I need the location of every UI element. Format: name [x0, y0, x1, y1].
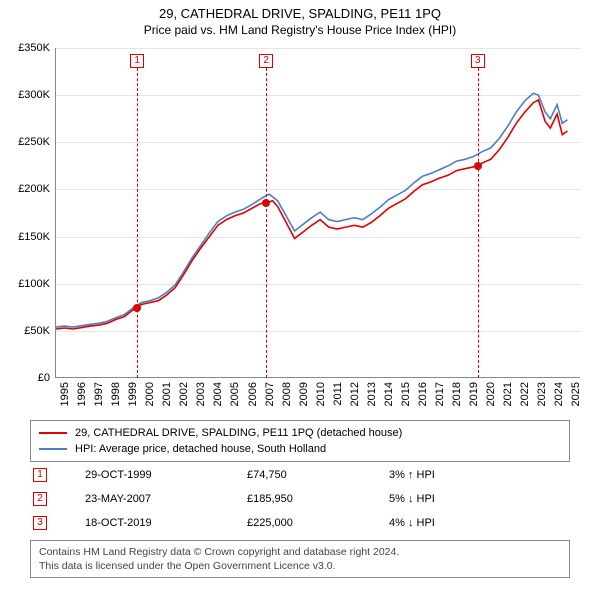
- x-tick-label: 2015: [400, 382, 412, 406]
- legend-row-hpi: HPI: Average price, detached house, Sout…: [39, 441, 561, 457]
- x-tick-label: 2005: [229, 382, 241, 406]
- y-tick-label: £200K: [0, 183, 50, 195]
- footer-line2: This data is licensed under the Open Gov…: [39, 559, 561, 573]
- event-line: [478, 68, 479, 378]
- y-tick-label: £250K: [0, 136, 50, 148]
- x-tick-label: 2014: [383, 382, 395, 406]
- event-delta: 4% ↓ HPI: [388, 512, 568, 534]
- x-tick-label: 2011: [332, 382, 344, 406]
- x-tick-label: 2017: [434, 382, 446, 406]
- x-tick-label: 2012: [349, 382, 361, 406]
- x-tick-label: 2022: [519, 382, 531, 406]
- x-tick-label: 2024: [553, 382, 565, 406]
- x-tick-label: 2006: [247, 382, 259, 406]
- x-tick-label: 2003: [195, 382, 207, 406]
- chart-subtitle: Price paid vs. HM Land Registry's House …: [0, 23, 600, 37]
- event-marker-cell: 3: [33, 516, 47, 530]
- x-tick-label: 2023: [536, 382, 548, 406]
- legend-box: 29, CATHEDRAL DRIVE, SPALDING, PE11 1PQ …: [30, 420, 570, 462]
- x-tick-label: 2009: [298, 382, 310, 406]
- x-tick-label: 2018: [451, 382, 463, 406]
- y-tick-label: £0: [0, 372, 50, 384]
- x-tick-label: 2007: [264, 382, 276, 406]
- event-price: £225,000: [246, 512, 386, 534]
- legend-label-property: 29, CATHEDRAL DRIVE, SPALDING, PE11 1PQ …: [75, 427, 402, 439]
- event-row: 2 23-MAY-2007£185,9505% ↓ HPI: [32, 488, 568, 510]
- x-tick-label: 2019: [468, 382, 480, 406]
- event-row: 1 29-OCT-1999£74,7503% ↑ HPI: [32, 464, 568, 486]
- legend-swatch-property: [39, 432, 67, 434]
- plot-area: [55, 48, 580, 378]
- x-tick-label: 2002: [178, 382, 190, 406]
- line-hpi: [56, 93, 567, 327]
- legend-label-hpi: HPI: Average price, detached house, Sout…: [75, 443, 326, 455]
- x-tick-label: 2025: [570, 382, 582, 406]
- event-row: 3 18-OCT-2019£225,0004% ↓ HPI: [32, 512, 568, 534]
- x-tick-label: 1996: [76, 382, 88, 406]
- y-tick-label: £300K: [0, 89, 50, 101]
- event-dot: [474, 162, 482, 170]
- event-date: 29-OCT-1999: [84, 464, 244, 486]
- event-delta: 3% ↑ HPI: [388, 464, 568, 486]
- x-tick-label: 1997: [93, 382, 105, 406]
- x-tick-label: 2001: [161, 382, 173, 406]
- x-tick-label: 1995: [59, 382, 71, 406]
- legend-row-property: 29, CATHEDRAL DRIVE, SPALDING, PE11 1PQ …: [39, 425, 561, 441]
- x-tick-label: 1998: [110, 382, 122, 406]
- plot-svg: [56, 48, 580, 377]
- x-tick-label: 1999: [127, 382, 139, 406]
- event-delta: 5% ↓ HPI: [388, 488, 568, 510]
- event-date: 18-OCT-2019: [84, 512, 244, 534]
- event-marker-cell: 2: [33, 492, 47, 506]
- footer-line1: Contains HM Land Registry data © Crown c…: [39, 545, 561, 559]
- event-dot: [262, 199, 270, 207]
- y-tick-label: £50K: [0, 325, 50, 337]
- event-price: £185,950: [246, 488, 386, 510]
- x-tick-label: 2000: [144, 382, 156, 406]
- event-marker: 1: [130, 54, 144, 68]
- x-tick-label: 2016: [417, 382, 429, 406]
- event-line: [266, 68, 267, 378]
- y-tick-label: £150K: [0, 231, 50, 243]
- y-tick-label: £350K: [0, 42, 50, 54]
- x-tick-label: 2020: [485, 382, 497, 406]
- chart-container: { "title": "29, CATHEDRAL DRIVE, SPALDIN…: [0, 0, 600, 590]
- x-tick-label: 2008: [281, 382, 293, 406]
- event-price: £74,750: [246, 464, 386, 486]
- x-tick-label: 2013: [366, 382, 378, 406]
- legend-swatch-hpi: [39, 448, 67, 450]
- x-tick-label: 2010: [315, 382, 327, 406]
- x-tick-label: 2004: [212, 382, 224, 406]
- event-marker: 2: [259, 54, 273, 68]
- y-tick-label: £100K: [0, 278, 50, 290]
- event-marker: 3: [471, 54, 485, 68]
- event-line: [137, 68, 138, 378]
- event-dot: [133, 304, 141, 312]
- line-property: [56, 100, 567, 329]
- chart-title: 29, CATHEDRAL DRIVE, SPALDING, PE11 1PQ: [0, 6, 600, 21]
- x-tick-label: 2021: [502, 382, 514, 406]
- events-table: 1 29-OCT-1999£74,7503% ↑ HPI 2 23-MAY-2007£…: [30, 462, 570, 536]
- footer-box: Contains HM Land Registry data © Crown c…: [30, 540, 570, 578]
- event-marker-cell: 1: [33, 468, 47, 482]
- event-date: 23-MAY-2007: [84, 488, 244, 510]
